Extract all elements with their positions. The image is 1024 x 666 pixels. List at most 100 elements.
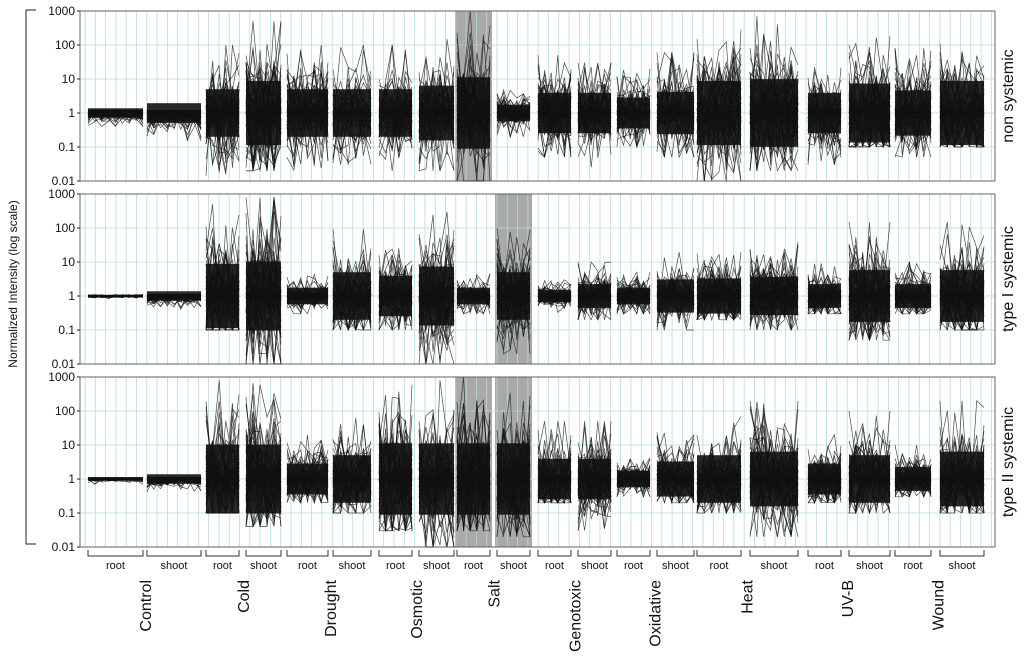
series-heat-shoot (749, 16, 799, 172)
tissue-label-root: root (904, 560, 923, 572)
tissue-label-shoot: shoot (500, 560, 527, 572)
series-heat-shoot (749, 241, 799, 332)
y-tick-label: 10 (62, 438, 76, 452)
tissue-bracket (894, 550, 932, 557)
tissue-label-root: root (464, 560, 483, 572)
y-tick-label: 1000 (48, 4, 75, 18)
series-uv-b-shoot (848, 410, 891, 515)
series-uv-b-root (807, 263, 842, 316)
series-heat-root (696, 29, 742, 182)
tissue-bracket (332, 550, 372, 557)
tissue-bracket (456, 550, 491, 557)
series-drought-root (286, 434, 329, 505)
series-heat-shoot (749, 400, 799, 537)
y-tick-label: 10 (62, 72, 76, 86)
tissue-label-shoot: shoot (581, 560, 608, 572)
series-salt-shoot (496, 88, 531, 139)
panel-frame (79, 10, 996, 182)
tissue-label-shoot: shoot (662, 560, 689, 572)
series-genotoxic-root (537, 55, 572, 159)
y-tick-label: 0.1 (58, 506, 75, 520)
series-oxidative-shoot (656, 432, 695, 505)
series-control-shoot (146, 291, 202, 311)
series-drought-root (286, 273, 329, 315)
condition-label-uv-b: UV-B (840, 580, 857, 617)
series-uv-b-shoot (848, 221, 891, 342)
tissue-bracket (496, 550, 531, 557)
y-tick-label: 100 (55, 38, 75, 52)
series-salt-root (456, 376, 491, 532)
tissue-bracket (749, 550, 799, 557)
series-genotoxic-root (537, 279, 572, 313)
series-control-shoot (146, 103, 202, 142)
condition-label-genotoxic: Genotoxic (568, 580, 585, 652)
tissue-label-root: root (298, 560, 317, 572)
y-tick-label: 0.01 (52, 174, 76, 188)
tissue-bracket (696, 550, 742, 557)
tissue-bracket (378, 550, 413, 557)
panel-type-I-systemic: 1000 100 10 1 0.1 0.01 type I systemic (48, 187, 1017, 371)
series-heat-root (696, 251, 742, 322)
y-tick-label: 10 (62, 255, 76, 269)
row-label: type I systemic (1000, 226, 1017, 332)
panel-frame (79, 193, 996, 365)
series-oxidative-root (616, 457, 651, 499)
y-tick-label: 1 (68, 289, 75, 303)
tissue-bracket (418, 550, 455, 557)
tissue-label-root: root (106, 560, 125, 572)
series-drought-shoot (332, 417, 372, 515)
series-oxidative-root (616, 271, 651, 316)
condition-label-control: Control (138, 580, 155, 632)
tissue-bracket (848, 550, 891, 557)
y-bracket (25, 9, 36, 545)
series-osmotic-root (378, 384, 413, 532)
tissue-label-root: root (815, 560, 834, 572)
y-tick-label: 1000 (48, 370, 75, 384)
tissue-label-shoot: shoot (949, 560, 976, 572)
series-drought-root (286, 45, 329, 172)
series-heat-root (696, 416, 742, 515)
y-tick-label: 1000 (48, 187, 75, 201)
series-osmotic-shoot (418, 211, 455, 365)
y-tick-label: 0.01 (52, 357, 76, 371)
tissue-bracket (537, 550, 572, 557)
series-cold-root (205, 44, 240, 176)
tissue-bracket (146, 550, 202, 557)
series-drought-shoot (332, 44, 372, 165)
tissue-bracket (245, 550, 282, 557)
y-tick-label: 1 (68, 472, 75, 486)
tissue-label-shoot: shoot (339, 560, 366, 572)
condition-label-cold: Cold (236, 580, 253, 613)
series-wound-shoot (939, 43, 985, 149)
series-wound-root (894, 444, 932, 498)
y-tick-label: 100 (55, 221, 75, 235)
tissue-bracket (656, 550, 695, 557)
series-osmotic-root (378, 44, 413, 171)
tissue-bracket (286, 550, 329, 557)
y-tick-label: 0.1 (58, 323, 75, 337)
series-osmotic-shoot (418, 39, 455, 172)
series-genotoxic-shoot (577, 62, 612, 168)
tissue-label-root: root (213, 560, 232, 572)
series-control-root (87, 108, 144, 128)
tissue-bracket (577, 550, 612, 557)
y-tick-label: 100 (55, 404, 75, 418)
tissue-label-root: root (624, 560, 643, 572)
series-wound-shoot (939, 400, 985, 514)
tissue-label-root: root (545, 560, 564, 572)
condition-label-wound: Wound (931, 580, 948, 630)
tissue-label-shoot: shoot (250, 560, 277, 572)
series-oxidative-root (616, 68, 651, 149)
tissue-bracket (205, 550, 240, 557)
series-salt-shoot (496, 392, 531, 538)
row-label: type II systemic (1000, 407, 1017, 517)
series-drought-shoot (332, 229, 372, 332)
condition-label-salt: Salt (487, 579, 504, 607)
series-genotoxic-shoot (577, 261, 612, 321)
series-wound-shoot (939, 221, 985, 332)
panel-frame (79, 376, 996, 548)
series-salt-root (456, 273, 491, 315)
tissue-label-shoot: shoot (761, 560, 788, 572)
series-osmotic-root (378, 248, 413, 331)
